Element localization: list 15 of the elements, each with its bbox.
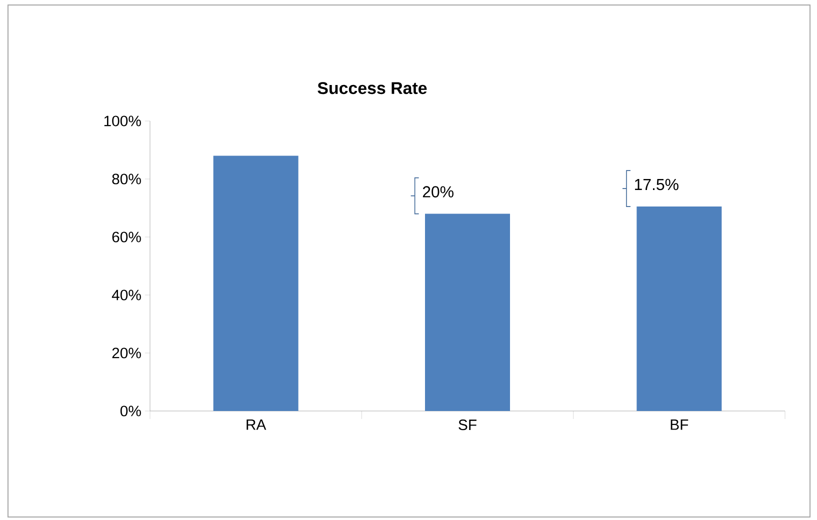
y-tick-label: 0% xyxy=(120,406,141,416)
y-tick-label: 100% xyxy=(104,116,141,126)
chart-title: Success Rate xyxy=(318,82,427,94)
y-tick-label: 80% xyxy=(112,174,141,184)
annotation: 20% xyxy=(422,186,454,198)
x-tick-label: BF xyxy=(670,420,688,430)
x-tick-label: RA xyxy=(246,420,266,430)
y-tick-label: 20% xyxy=(112,348,141,358)
annotation: 17.5% xyxy=(635,178,678,190)
y-tick-label: 40% xyxy=(112,290,141,300)
y-tick-label: 60% xyxy=(112,232,141,242)
x-tick-label: SF xyxy=(458,420,476,430)
bar xyxy=(636,206,722,411)
bar xyxy=(425,214,510,411)
bar xyxy=(213,156,298,411)
